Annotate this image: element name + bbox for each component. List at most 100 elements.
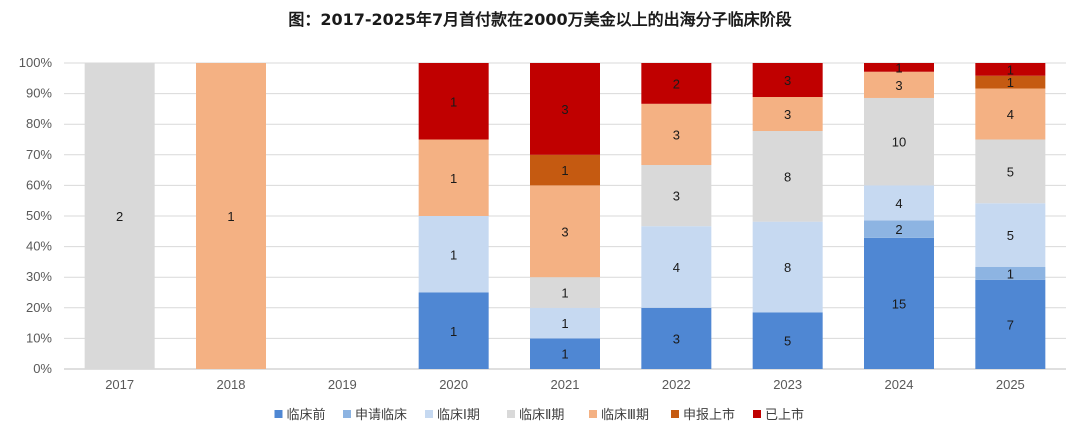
- data-label: 1: [450, 94, 457, 109]
- bar-segment: [975, 88, 1046, 140]
- data-label: 2: [116, 209, 123, 224]
- bar-segment: [752, 97, 823, 131]
- y-tick-label: 60%: [26, 177, 52, 192]
- data-label: 1: [561, 347, 568, 362]
- legend-label: 已上市: [765, 407, 804, 423]
- bar-segment: [641, 165, 712, 227]
- bar-segment: [641, 103, 712, 165]
- bar-segment: [975, 279, 1046, 369]
- bar-segment: [864, 185, 934, 221]
- data-label: 4: [673, 260, 680, 275]
- bar-segment: [530, 338, 600, 369]
- x-tick-label: 2019: [328, 377, 357, 392]
- data-label: 1: [450, 247, 457, 262]
- bar-segment: [752, 312, 823, 369]
- bar-segment: [975, 75, 1046, 89]
- bar-segment: [975, 203, 1046, 267]
- x-tick-label: 2025: [996, 377, 1025, 392]
- data-label: 1: [450, 171, 457, 186]
- bar-segment: [752, 131, 823, 222]
- data-label: 3: [673, 127, 680, 142]
- legend-label: 临床Ⅰ期: [437, 408, 480, 423]
- bar-segment: [864, 237, 934, 369]
- bar-segment: [84, 63, 155, 369]
- bar-segment: [530, 154, 600, 186]
- legend-label: 申报上市: [683, 407, 735, 423]
- data-label: 1: [1007, 62, 1014, 77]
- bar-segment: [975, 139, 1046, 204]
- data-label: 1: [1007, 266, 1014, 281]
- bar-segment: [641, 63, 712, 104]
- x-tick-label: 2020: [439, 377, 468, 392]
- y-tick-label: 40%: [26, 239, 52, 254]
- x-tick-label: 2022: [662, 377, 691, 392]
- data-label: 4: [895, 196, 902, 211]
- data-label: 1: [1007, 75, 1014, 90]
- data-label: 3: [673, 189, 680, 204]
- x-tick-label: 2021: [551, 377, 580, 392]
- bar-segment: [641, 307, 712, 369]
- bar-segment: [530, 307, 600, 339]
- data-label: 2: [895, 222, 902, 237]
- data-label: 8: [784, 260, 791, 275]
- y-tick-label: 100%: [19, 55, 53, 70]
- data-label: 1: [561, 286, 568, 301]
- data-label: 1: [450, 324, 457, 339]
- bar-segment: [530, 185, 600, 278]
- bar-segment: [752, 221, 823, 313]
- bar-segment: [530, 63, 600, 155]
- legend-swatch: [425, 410, 433, 418]
- bar-segment: [530, 277, 600, 308]
- data-label: 4: [1007, 107, 1014, 122]
- bar-segment: [418, 139, 489, 216]
- bar-segment: [418, 292, 489, 369]
- data-label: 1: [561, 316, 568, 331]
- legend-swatch: [343, 410, 351, 418]
- data-label: 3: [784, 107, 791, 122]
- y-tick-label: 90%: [26, 86, 52, 101]
- x-tick-label: 2017: [105, 377, 134, 392]
- bar-segment: [418, 63, 489, 140]
- data-label: 10: [892, 135, 906, 150]
- legend-swatch: [507, 410, 515, 418]
- data-label: 3: [561, 102, 568, 117]
- y-tick-label: 70%: [26, 147, 52, 162]
- data-label: 5: [1007, 228, 1014, 243]
- chart-title: 图：2017-2025年7月首付款在2000万美金以上的出海分子临床阶段: [288, 10, 792, 29]
- legend-label: 申请临床: [355, 408, 407, 423]
- data-label: 3: [784, 73, 791, 88]
- y-tick-label: 50%: [26, 208, 52, 223]
- data-label: 8: [784, 169, 791, 184]
- bar-segment: [975, 267, 1046, 280]
- bar-segment: [864, 97, 934, 186]
- bar-segment: [864, 220, 934, 238]
- y-tick-label: 80%: [26, 116, 52, 131]
- data-label: 1: [895, 60, 902, 75]
- data-label: 15: [892, 296, 906, 311]
- data-label: 5: [1007, 164, 1014, 179]
- bar-segment: [641, 226, 712, 308]
- data-label: 3: [895, 78, 902, 93]
- bar-segment: [196, 63, 266, 369]
- x-tick-label: 2018: [217, 377, 246, 392]
- legend-label: 临床Ⅲ期: [601, 408, 649, 423]
- data-label: 1: [561, 163, 568, 178]
- data-label: 1: [227, 209, 234, 224]
- data-label: 7: [1007, 317, 1014, 332]
- y-tick-label: 30%: [26, 269, 52, 284]
- data-label: 5: [784, 334, 791, 349]
- x-tick-label: 2024: [885, 377, 914, 392]
- bar-segment: [864, 63, 934, 72]
- y-tick-label: 0%: [33, 361, 52, 376]
- bar-segment: [975, 63, 1046, 76]
- y-tick-label: 10%: [26, 330, 52, 345]
- legend-swatch: [274, 410, 283, 418]
- data-label: 3: [561, 224, 568, 239]
- legend-swatch: [671, 410, 679, 418]
- bar-segment: [864, 71, 934, 98]
- bar-segment: [418, 216, 489, 293]
- x-tick-label: 2023: [773, 377, 802, 392]
- data-label: 3: [673, 331, 680, 346]
- legend-label: 临床前: [287, 407, 326, 423]
